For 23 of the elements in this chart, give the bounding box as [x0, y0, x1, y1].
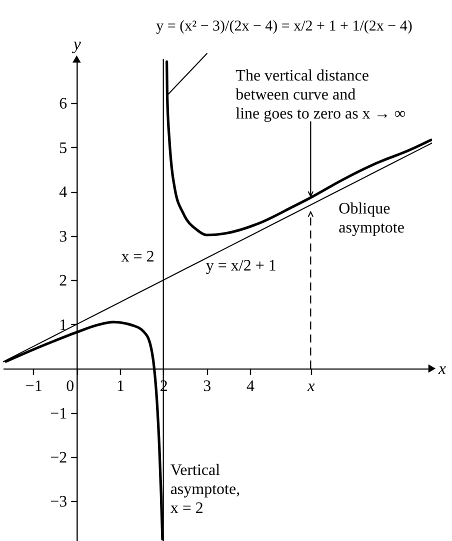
y-tick-label: −3	[50, 494, 68, 511]
x-tick-label: 3	[203, 378, 212, 396]
ref-line-label: x = 2	[121, 248, 154, 266]
annotation: Vertical asymptote, x = 2	[170, 462, 240, 518]
annotation: The vertical distance between curve and line goes to zero as x → ∞	[236, 67, 406, 122]
y-tick-label: −1	[50, 405, 68, 422]
x-tick-label: 1	[116, 378, 124, 396]
annotation: Oblique asymptote	[338, 200, 404, 237]
y-tick-label: 6	[59, 96, 68, 113]
y-axis-title: y	[71, 34, 82, 54]
x-axis-title: x	[438, 359, 446, 378]
y-tick-label: 5	[59, 140, 68, 157]
annotation: y = (x² − 3)/(2x − 4) = x/2 + 1 + 1/(2x − 4)	[156, 18, 412, 34]
y-tick-label: −2	[50, 449, 68, 466]
y-tick-label: 2	[59, 272, 68, 290]
x-tick-label: 0	[66, 378, 74, 396]
x-tick-label: −1	[25, 378, 42, 396]
series-label: y = x/2 + 1	[206, 257, 276, 274]
y-tick-label: 3	[59, 228, 68, 246]
y-tick-label: 4	[59, 184, 68, 202]
x-tick-label: 4	[246, 378, 254, 396]
y-tick-label: 1	[59, 316, 68, 334]
x-tick-label: x	[306, 378, 315, 396]
